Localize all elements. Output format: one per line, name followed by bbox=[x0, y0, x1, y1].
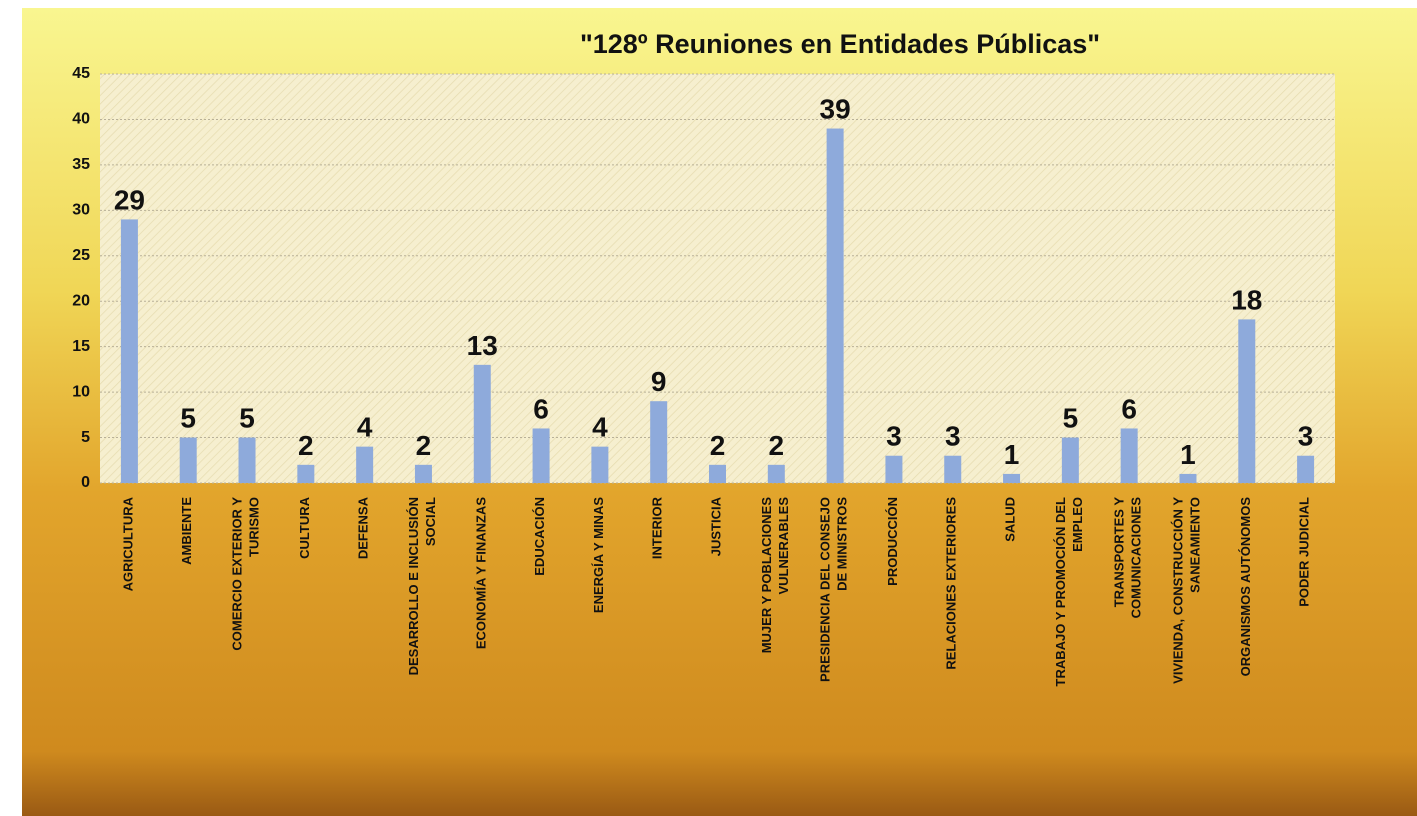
y-tick-label: 0 bbox=[81, 474, 90, 491]
x-tick-label: TRABAJO Y PROMOCIÓN DEL EMPLEO bbox=[1053, 497, 1085, 687]
y-tick-label: 15 bbox=[72, 338, 90, 355]
x-tick-label: ORGANISMOS AUTÓNOMOS bbox=[1238, 497, 1253, 677]
bar bbox=[1120, 428, 1138, 483]
x-tick-label: JUSTICIA bbox=[709, 496, 724, 556]
value-label: 2 bbox=[416, 430, 432, 461]
y-tick-label: 20 bbox=[72, 292, 90, 309]
x-tick-label: CULTURA bbox=[297, 496, 312, 558]
x-tick-label: PODER JUDICIAL bbox=[1297, 497, 1312, 607]
value-label: 3 bbox=[945, 421, 961, 452]
bar bbox=[297, 464, 315, 483]
bar bbox=[885, 455, 903, 483]
value-label: 2 bbox=[769, 430, 785, 461]
bar bbox=[826, 128, 844, 484]
bar bbox=[356, 446, 374, 483]
value-label: 5 bbox=[239, 403, 255, 434]
y-tick-label: 25 bbox=[72, 247, 90, 264]
value-label: 13 bbox=[467, 330, 498, 361]
bar bbox=[944, 455, 962, 483]
value-label: 39 bbox=[820, 94, 851, 125]
value-label: 5 bbox=[1063, 403, 1079, 434]
x-tick-label: INTERIOR bbox=[650, 496, 665, 559]
y-tick-label: 45 bbox=[72, 65, 90, 82]
x-tick-label: EDUCACIÓN bbox=[533, 497, 548, 576]
x-tick-label: ENERGÍA Y MINAS bbox=[591, 497, 606, 613]
bar bbox=[1003, 473, 1021, 483]
bar bbox=[709, 464, 726, 483]
value-label: 18 bbox=[1231, 284, 1262, 315]
plot-area bbox=[100, 74, 1335, 483]
value-label: 4 bbox=[357, 412, 373, 443]
value-label: 4 bbox=[592, 412, 608, 443]
bar bbox=[1179, 473, 1197, 483]
chart-title: "128º Reuniones en Entidades Públicas" bbox=[580, 29, 1100, 59]
x-tick-label: PRODUCCIÓN bbox=[885, 497, 900, 586]
y-tick-label: 5 bbox=[81, 429, 90, 446]
x-tick-label: SALUD bbox=[1003, 497, 1018, 542]
bar bbox=[120, 219, 138, 483]
bar bbox=[414, 464, 432, 483]
y-tick-label: 35 bbox=[72, 156, 90, 173]
bar bbox=[1061, 437, 1079, 483]
x-tick-label: COMERCIO EXTERIOR Y TURISMO bbox=[230, 497, 262, 651]
value-label: 1 bbox=[1004, 439, 1020, 470]
x-tick-label: DEFENSA bbox=[356, 496, 371, 559]
bar bbox=[767, 464, 785, 483]
y-tick-label: 30 bbox=[72, 202, 90, 219]
x-tick-label: PRESIDENCIA DEL CONSEJO DE MINISTROS bbox=[818, 497, 850, 682]
x-tick-label: MUJER Y POBLACIONES VULNERABLES bbox=[759, 497, 791, 654]
x-tick-label: TRANSPORTES Y COMUNICACIONES bbox=[1112, 497, 1144, 619]
bar bbox=[1297, 455, 1315, 483]
value-label: 29 bbox=[114, 184, 145, 215]
value-label: 5 bbox=[180, 403, 196, 434]
value-label: 3 bbox=[886, 421, 902, 452]
value-label: 6 bbox=[533, 393, 549, 424]
x-tick-label: AMBIENTE bbox=[180, 497, 195, 565]
x-tick-label: VIVIENDA, CONSTRUCCIÓN Y SANEAMIENTO bbox=[1171, 497, 1203, 684]
x-tick-label: AGRICULTURA bbox=[121, 496, 136, 591]
bar bbox=[179, 437, 197, 483]
bar bbox=[650, 401, 668, 483]
x-tick-label: DESARROLLO E INCLUSIÓN SOCIAL bbox=[406, 497, 438, 675]
value-label: 3 bbox=[1298, 421, 1314, 452]
bar bbox=[591, 446, 609, 483]
x-tick-label: RELACIONES EXTERIORES bbox=[944, 497, 959, 670]
y-tick-label: 40 bbox=[72, 111, 90, 128]
bar bbox=[473, 364, 491, 483]
value-label: 1 bbox=[1180, 439, 1196, 470]
bar bbox=[238, 437, 256, 483]
bar bbox=[532, 428, 550, 483]
bar bbox=[1238, 319, 1256, 483]
x-tick-label: ECONOMÍA Y FINANZAS bbox=[474, 497, 489, 649]
value-label: 6 bbox=[1121, 393, 1137, 424]
value-label: 2 bbox=[710, 430, 726, 461]
value-label: 9 bbox=[651, 366, 667, 397]
y-tick-label: 10 bbox=[72, 383, 90, 400]
value-label: 2 bbox=[298, 430, 314, 461]
